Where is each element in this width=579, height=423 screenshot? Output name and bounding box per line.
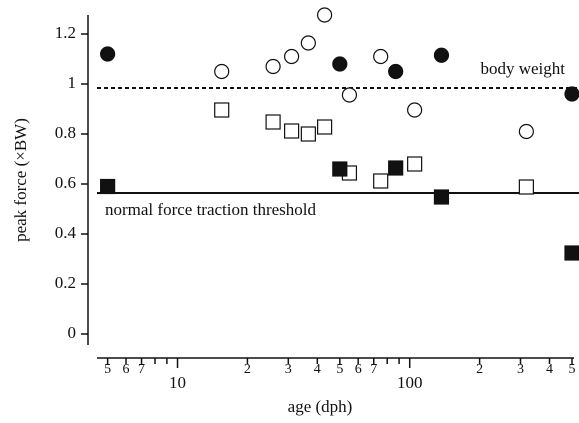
point xyxy=(388,63,404,80)
x-tick-label: 6 xyxy=(123,362,130,377)
x-tick-label: 3 xyxy=(285,362,292,377)
x-tick-label: 6 xyxy=(355,362,362,377)
x-tick-label: 10 xyxy=(169,373,186,392)
x-tick-label: 5 xyxy=(336,362,343,377)
x-tick-label: 5 xyxy=(104,362,111,377)
point xyxy=(388,160,404,176)
y-tick-label: 0 xyxy=(68,323,77,342)
point xyxy=(332,161,348,177)
point xyxy=(100,46,116,62)
x-axis-label: age (dph) xyxy=(288,397,353,416)
point xyxy=(317,119,333,135)
point xyxy=(373,48,389,65)
y-tick-label: 1 xyxy=(68,73,77,92)
point xyxy=(407,102,423,118)
point xyxy=(373,173,389,189)
y-tick-label: 1.2 xyxy=(55,23,76,42)
reference-label: body weight xyxy=(480,59,565,78)
point xyxy=(265,58,281,75)
point xyxy=(564,245,579,261)
x-tick-label: 2 xyxy=(476,362,483,377)
y-tick-label: 0.4 xyxy=(55,223,77,242)
y-tick-label: 0.8 xyxy=(55,123,76,142)
point xyxy=(433,189,450,205)
reference-label: normal force traction threshold xyxy=(105,200,317,219)
point xyxy=(100,178,116,195)
x-tick-label: 7 xyxy=(138,362,145,377)
point xyxy=(332,56,348,72)
point xyxy=(407,156,423,172)
point xyxy=(300,35,316,51)
point xyxy=(433,47,450,63)
point xyxy=(317,7,333,23)
point xyxy=(284,48,300,65)
y-axis-label: peak force (×BW) xyxy=(11,118,30,242)
x-tick-label: 7 xyxy=(370,362,377,377)
point xyxy=(214,63,230,80)
x-tick-label: 4 xyxy=(546,362,553,377)
point xyxy=(265,114,281,130)
x-tick-label: 100 xyxy=(397,373,423,392)
y-tick-label: 0.6 xyxy=(55,173,76,192)
x-tick-label: 2 xyxy=(244,362,251,377)
y-tick-label: 0.2 xyxy=(55,273,76,292)
point xyxy=(518,123,534,140)
point xyxy=(341,87,358,103)
point xyxy=(284,123,300,139)
point xyxy=(214,102,230,118)
x-tick-label: 3 xyxy=(517,362,524,377)
x-tick-label: 5 xyxy=(569,362,576,377)
point xyxy=(564,86,579,102)
point xyxy=(300,126,316,142)
point xyxy=(518,179,534,195)
x-tick-label: 4 xyxy=(314,362,321,377)
